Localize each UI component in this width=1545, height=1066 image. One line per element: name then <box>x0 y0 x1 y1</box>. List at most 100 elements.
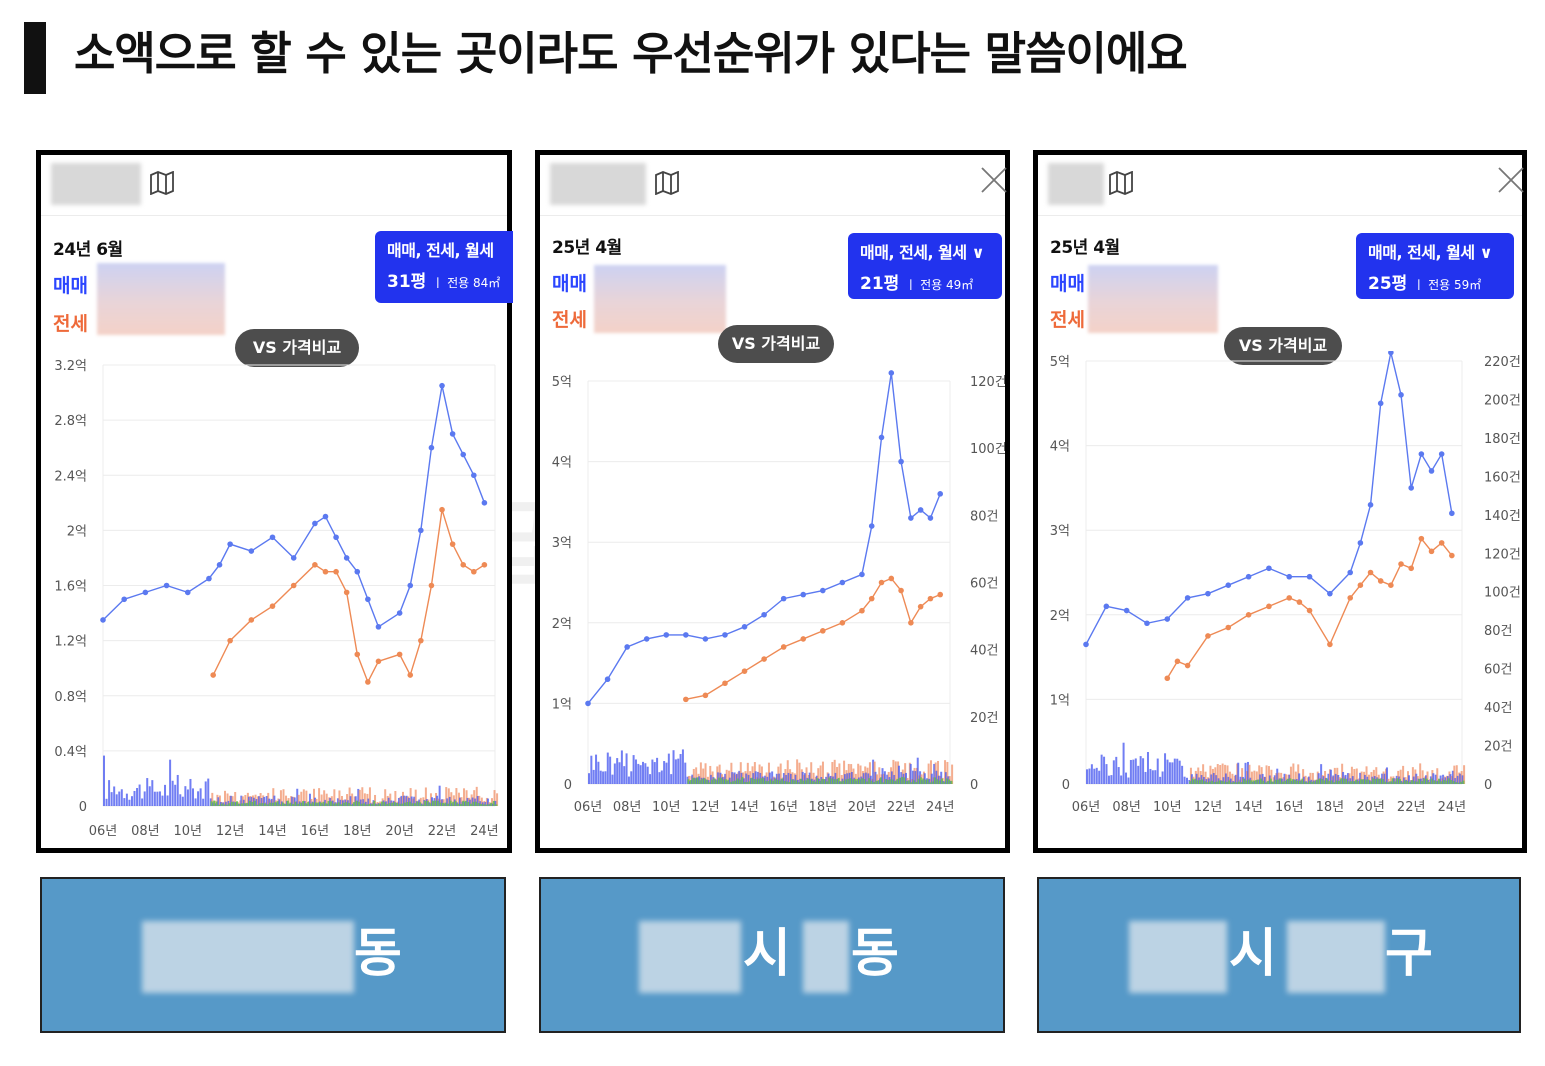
y2-tick-label: 0 <box>970 778 978 793</box>
rent-price-point <box>761 656 767 662</box>
rent-price-point <box>1205 633 1211 639</box>
volume-bar <box>483 800 486 806</box>
rent-price-point <box>1327 641 1333 648</box>
volume-bar <box>194 798 197 806</box>
area-pyeong: 21평 <box>860 274 900 294</box>
volume-bar <box>1208 781 1211 784</box>
area-exclusive: 전용 59㎡ <box>1428 278 1482 292</box>
rent-price-point <box>1449 552 1455 559</box>
volume-bar <box>364 801 367 806</box>
sale-price-point <box>800 591 807 598</box>
volume-bar <box>1377 778 1380 784</box>
volume-bar <box>1355 779 1358 784</box>
sale-price-point <box>354 568 361 575</box>
volume-bar <box>475 801 478 806</box>
rent-price-point <box>780 644 787 650</box>
volume-bar <box>431 800 434 806</box>
volume-bar <box>1198 780 1201 784</box>
map-icon[interactable] <box>654 170 680 199</box>
volume-bar <box>360 803 363 806</box>
volume-bar <box>757 771 760 784</box>
volume-bar <box>485 797 488 806</box>
volume-bar <box>1250 780 1253 784</box>
region-suffix: 동 <box>851 924 899 984</box>
area-pyeong: 25평 <box>1368 274 1408 294</box>
volume-bar <box>642 761 645 784</box>
trade-type-selector[interactable]: 매매, 전세, 월세 ∨ 21평 ㅣ 전용 49㎡ <box>848 233 1002 299</box>
volume-bar <box>471 797 474 806</box>
volume-bar <box>299 802 302 806</box>
vs-compare-button[interactable]: VS 가격비교 <box>235 329 359 367</box>
map-icon[interactable] <box>1108 170 1134 199</box>
header-divider <box>540 215 1005 216</box>
volume-bar <box>368 787 371 806</box>
vs-compare-button[interactable]: VS 가격비교 <box>718 325 834 363</box>
vs-compare-button[interactable]: VS 가격비교 <box>1224 327 1342 365</box>
volume-bar <box>1304 775 1307 784</box>
volume-bar <box>1425 778 1428 784</box>
volume-bar <box>1252 780 1255 784</box>
volume-bar <box>912 780 915 784</box>
volume-bar <box>202 798 205 806</box>
volume-bar <box>1267 766 1270 784</box>
volume-bar <box>143 791 146 806</box>
price-blurred <box>97 263 225 335</box>
volume-bar <box>1103 756 1106 784</box>
volume-bar <box>490 802 493 806</box>
volume-bar <box>781 778 784 784</box>
volume-bar <box>843 774 846 784</box>
trade-type-selector[interactable]: 매매, 전세, 월세 ∨ 25평 ㅣ 전용 59㎡ <box>1356 233 1514 299</box>
volume-bar <box>1307 776 1310 784</box>
sale-price-point <box>1408 485 1414 491</box>
volume-bar <box>225 804 228 806</box>
rent-price-point <box>290 582 297 589</box>
rent-price-point <box>820 628 826 634</box>
volume-bar <box>404 796 407 806</box>
volume-bar <box>215 801 218 806</box>
volume-bar <box>1311 781 1314 784</box>
volume-bar <box>775 773 778 784</box>
volume-bar <box>764 780 767 784</box>
header-divider <box>41 215 507 216</box>
sale-label: 매매 <box>53 275 88 297</box>
rent-price-point <box>343 589 350 596</box>
volume-bar <box>1283 773 1286 784</box>
volume-bar <box>1281 781 1284 784</box>
volume-bar <box>434 800 437 806</box>
map-icon[interactable] <box>149 170 175 199</box>
volume-bar <box>452 795 455 806</box>
volume-bar <box>1308 781 1311 784</box>
sale-price-point <box>624 644 630 650</box>
close-icon[interactable] <box>979 165 1009 199</box>
rent-price-point <box>859 607 865 614</box>
volume-bar <box>1276 768 1279 784</box>
volume-bar <box>1381 773 1384 784</box>
volume-bar <box>282 789 285 806</box>
volume-bar <box>905 781 908 784</box>
volume-bar <box>1216 781 1219 784</box>
volume-bar <box>732 781 735 784</box>
volume-bar <box>1291 779 1294 784</box>
volume-bar <box>276 801 279 806</box>
volume-bar <box>630 771 633 784</box>
volume-bar <box>1416 781 1419 784</box>
x-tick-label: 24년 <box>926 800 955 815</box>
region-suffix: 동 <box>354 924 402 984</box>
volume-bar <box>1384 781 1387 784</box>
volume-bar <box>1168 762 1171 784</box>
volume-bar <box>1183 776 1186 784</box>
volume-bar <box>253 800 256 806</box>
rent-price-point <box>702 692 709 699</box>
close-icon[interactable] <box>1496 165 1526 199</box>
volume-bar <box>767 781 770 784</box>
volume-bar <box>936 779 939 784</box>
volume-bar <box>1203 781 1206 784</box>
volume-bar <box>459 803 462 806</box>
volume-bar <box>894 781 897 784</box>
volume-bar <box>260 798 263 806</box>
sale-price-point <box>460 451 467 458</box>
sale-price-line <box>102 385 486 628</box>
trade-type-selector[interactable]: 매매, 전세, 월세 31평 ㅣ 전용 84㎡ <box>375 231 513 303</box>
x-tick-label: 14년 <box>730 800 759 815</box>
volume-bar <box>233 802 236 806</box>
